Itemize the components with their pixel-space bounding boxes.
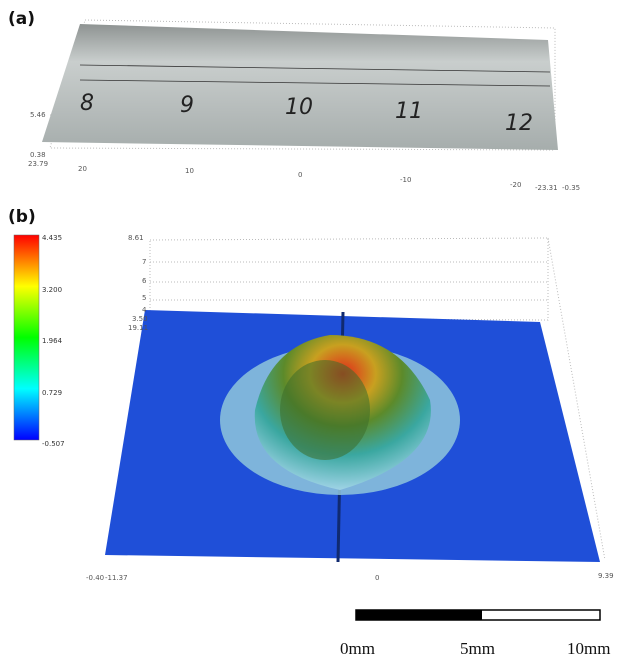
axis-label: 19.11 [128,324,148,332]
panel-label: (b) [8,207,36,227]
axis-label: -10 [400,176,411,184]
ruler-number: 12 [505,111,533,136]
axis-label: -20 [510,181,521,189]
axis-label: 0.38 [30,151,46,159]
ruler-image [42,24,558,150]
axis-label: 23.79 [28,160,48,168]
ruler-number: 9 [180,93,194,118]
colorbar-label: 4.435 [42,234,62,242]
axis-label: 0 [375,574,379,582]
ruler-number: 8 [80,91,94,116]
colorbar-label: -0.507 [42,440,65,448]
panel-label: (a) [8,9,35,29]
scale-label: 5mm [460,639,495,658]
scale-label: 0mm [340,639,375,658]
scale-bar-fill [356,610,482,620]
axis-label: 3.50 [132,315,148,323]
colorbar-label: 3.200 [42,286,62,294]
axis-label: 20 [78,165,87,173]
axis-label: 10 [185,167,194,175]
axis-label: -23.31 [535,184,558,192]
ruler-number: 11 [395,99,423,124]
axis-label: 4 [142,306,147,314]
colorbar-label: 1.964 [42,337,63,345]
axis-label: 6 [142,277,147,285]
scale-label: 10mm [567,639,610,658]
colorbar [14,235,39,440]
axis-label: -0.40 [86,574,104,582]
axis-label: -11.37 [105,574,128,582]
axis-label: 5.46 [30,111,46,119]
figure: (a) 8 9 10 11 12 5.46 0.38 23.79 20 10 0… [0,0,633,661]
axis-label: 8.61 [128,234,144,242]
axis-label: 7 [142,258,146,266]
axis-label: 9.39 [598,572,614,580]
axis-label: 0 [298,171,302,179]
droplet-shadow [280,360,370,460]
ruler-number: 10 [285,95,313,120]
colorbar-label: 0.729 [42,389,62,397]
axis-label: -0.35 [562,184,580,192]
axis-label: 5 [142,294,146,302]
